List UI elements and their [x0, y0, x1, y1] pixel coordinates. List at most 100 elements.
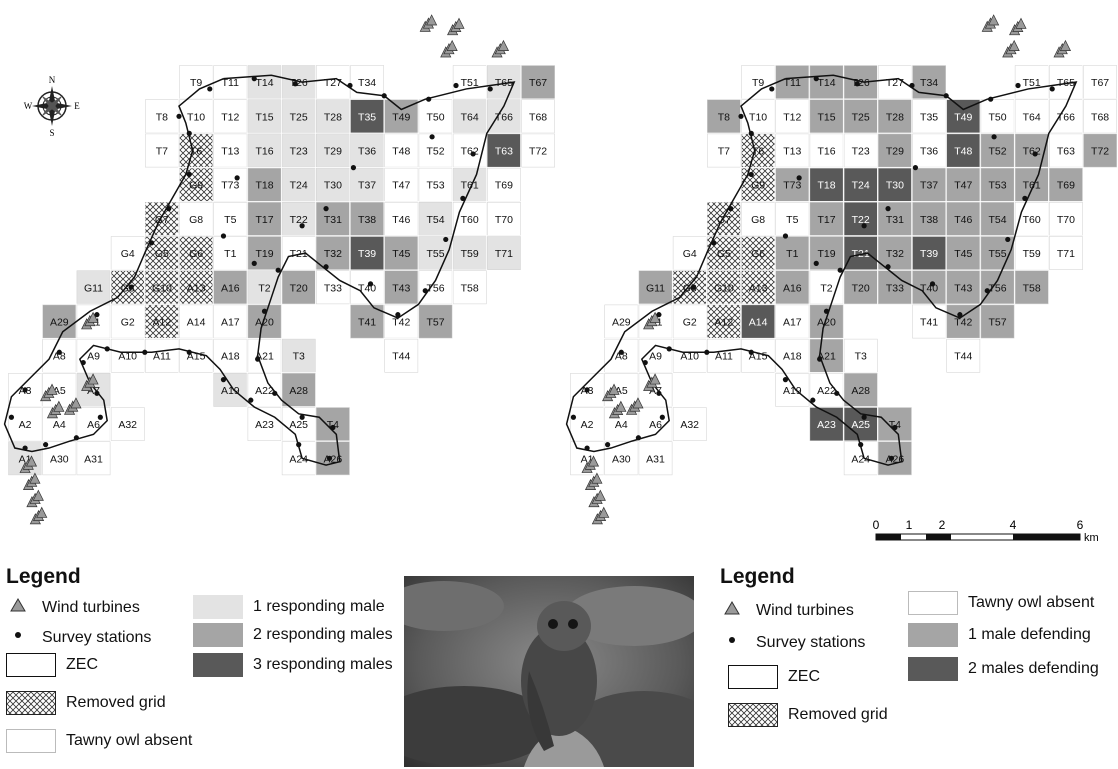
grid-cell-label: T69: [1057, 180, 1075, 192]
survey-station-dot: [207, 86, 213, 92]
survey-station-dot: [834, 390, 840, 396]
survey-station-dot: [8, 414, 15, 420]
grid-cell-a14: [178, 303, 214, 340]
legend-item: Tawny owl absent: [6, 729, 192, 753]
survey-station-dot: [299, 223, 305, 229]
grid-cell-label: T7: [156, 146, 168, 158]
grid-cell-a18: [774, 338, 811, 374]
survey-station-dot: [234, 175, 240, 181]
legend-item: 2 responding males: [193, 623, 393, 647]
survey-station-dot: [330, 424, 336, 431]
grid-cell-label: T45: [392, 248, 410, 260]
grid-cell-a11: [144, 338, 180, 374]
survey-station-dot: [186, 130, 192, 136]
grid-cell-label: T72: [529, 146, 547, 158]
legend-title: Legend: [720, 565, 795, 588]
grid-cell-label: A29: [612, 317, 631, 329]
survey-station-dot: [854, 81, 860, 87]
survey-station-dot: [299, 414, 305, 420]
zec-swatch: [6, 653, 56, 677]
grid-cell-label: T1: [224, 248, 236, 260]
grid-cell-label: T42: [954, 317, 972, 329]
survey-station-dot: [912, 165, 919, 171]
grid-cell-label: T57: [988, 317, 1006, 329]
grid-cell-g9: [178, 167, 214, 203]
grid-cell-edge: [1049, 236, 1083, 270]
scale-unit: km: [1084, 532, 1099, 544]
grid-cell-label: T56: [988, 282, 1006, 294]
grid-cell-t46: [383, 201, 420, 237]
grid-cell-edge: [1083, 133, 1117, 168]
defending1-swatch: [908, 623, 958, 647]
survey-station-dot: [861, 223, 867, 229]
survey-station-dot: [909, 82, 915, 89]
grid-cell-a19: [212, 372, 248, 408]
grid-cell-label: T70: [1057, 214, 1075, 226]
grid-cell-t43: [945, 269, 982, 306]
tawny-owl-photo: [404, 576, 694, 767]
zec-swatch: [728, 665, 778, 689]
grid-cell-label: T59: [461, 248, 479, 260]
grid-cell-edge: [1014, 270, 1049, 305]
legend-left: Legend Wind turbines Survey stations ZEC Rem…: [6, 565, 406, 765]
grid-cell-t50: [979, 98, 1016, 134]
grid-cell-label: T67: [529, 77, 547, 89]
grid-cell-edge: [946, 338, 981, 373]
grid-cell-label: T10: [187, 111, 205, 123]
legend-item: 1 responding male: [193, 595, 385, 619]
grid-cell-a21: [808, 338, 845, 374]
grid-cell-a9: [75, 338, 112, 374]
grid-cell-edge: [878, 441, 912, 476]
grid-cell-label: T35: [920, 111, 938, 123]
wind-turbine-icon: [10, 598, 26, 617]
survey-station-dot: [1015, 82, 1021, 89]
grid-cell-a28: [842, 372, 879, 408]
grid-cell-t54: [979, 201, 1016, 237]
grid-cell-label: T6: [190, 146, 202, 158]
compass-east: E: [74, 101, 80, 111]
compass-north: N: [49, 75, 56, 85]
grid-cell-label: G4: [121, 248, 135, 260]
grid-cell-label: G5: [717, 248, 731, 260]
legend-label: Wind turbines: [756, 601, 854, 619]
grid-cell-t67: [1082, 64, 1118, 100]
grid-cell-t38: [911, 201, 947, 237]
survey-station-icon: [724, 633, 740, 652]
grid-cell-label: A24: [851, 453, 870, 465]
grid-cell-label: T33: [324, 282, 342, 294]
grid-cell-a2: [569, 406, 605, 442]
grid-cell-label: A4: [53, 419, 66, 431]
grid-cell-label: A18: [221, 351, 240, 363]
grid-cell-label: A31: [84, 453, 103, 465]
grid-cell-label: T2: [258, 282, 270, 294]
wind-turbine-icon: [70, 397, 82, 409]
grid-cell-label: T47: [954, 180, 972, 192]
grid-cell-label: T9: [752, 77, 764, 89]
survey-station-dot: [56, 349, 62, 355]
grid-cell-t9: [178, 64, 214, 100]
grid-cell-label: T12: [221, 111, 239, 123]
grid-cell-label: T49: [954, 111, 972, 123]
grid-cell-t59: [452, 235, 488, 271]
grid-cell-t71: [486, 235, 522, 271]
grid-cell-g8: [178, 201, 214, 237]
grid-cell-t32: [877, 235, 913, 271]
level2-swatch: [193, 623, 243, 647]
wind-turbine-icon: [594, 489, 606, 501]
grid-cell-t23: [842, 132, 879, 169]
grid-cell-label: A4: [615, 419, 628, 431]
survey-station-dot: [176, 113, 182, 119]
grid-cell-label: T36: [358, 146, 376, 158]
grid-cell-label: T31: [324, 214, 342, 226]
survey-station-dot: [817, 356, 823, 362]
grid-cell-t28: [877, 98, 913, 134]
grid-cell-label: A32: [118, 419, 137, 431]
wind-turbine-icon: [87, 373, 99, 385]
survey-station-dot: [605, 442, 611, 448]
survey-station-dot: [395, 312, 401, 318]
grid-cell-g2: [109, 303, 146, 340]
grid-cell-label: T15: [817, 111, 835, 123]
grid-cell-label: A14: [749, 317, 768, 329]
legend-label: 1 responding male: [253, 598, 385, 615]
scale-tick-4: 6: [1077, 518, 1084, 532]
